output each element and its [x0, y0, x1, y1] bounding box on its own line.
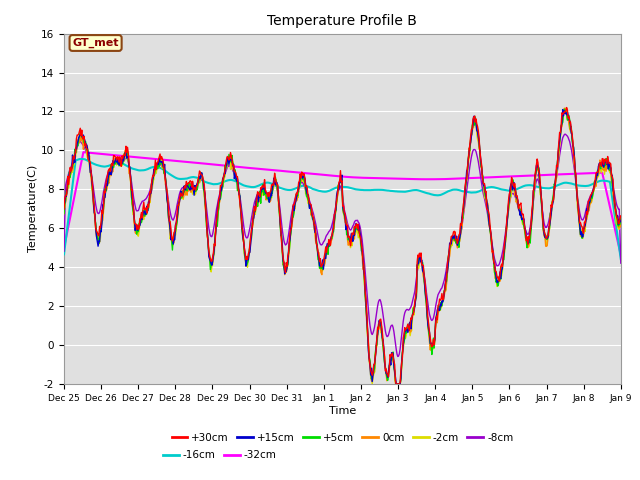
Text: GT_met: GT_met	[72, 38, 119, 48]
X-axis label: Time: Time	[329, 406, 356, 416]
Y-axis label: Temperature(C): Temperature(C)	[28, 165, 38, 252]
Legend: -16cm, -32cm: -16cm, -32cm	[159, 446, 281, 465]
Title: Temperature Profile B: Temperature Profile B	[268, 14, 417, 28]
